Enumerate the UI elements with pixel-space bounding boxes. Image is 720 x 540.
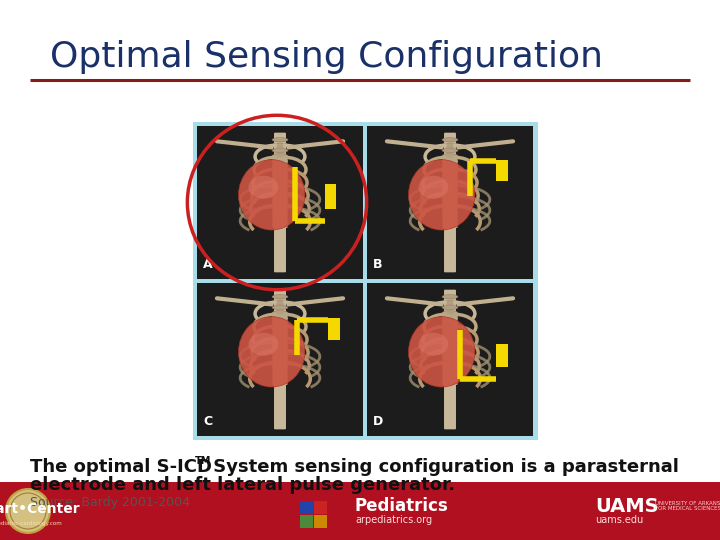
FancyBboxPatch shape — [314, 515, 327, 528]
Ellipse shape — [442, 305, 458, 309]
Text: Optimal Sensing Configuration: Optimal Sensing Configuration — [50, 40, 603, 74]
Ellipse shape — [272, 300, 288, 304]
Text: Pediatrics: Pediatrics — [355, 497, 449, 515]
FancyBboxPatch shape — [444, 201, 456, 272]
Text: The optimal S-ICD: The optimal S-ICD — [30, 458, 212, 476]
FancyBboxPatch shape — [314, 501, 327, 514]
Ellipse shape — [238, 316, 305, 387]
Ellipse shape — [272, 295, 288, 299]
FancyBboxPatch shape — [442, 314, 458, 385]
FancyBboxPatch shape — [444, 133, 456, 173]
FancyBboxPatch shape — [274, 289, 286, 330]
Ellipse shape — [272, 310, 288, 315]
Ellipse shape — [6, 489, 50, 533]
FancyBboxPatch shape — [442, 157, 458, 228]
Ellipse shape — [442, 164, 458, 168]
FancyBboxPatch shape — [197, 126, 363, 279]
Ellipse shape — [442, 310, 458, 315]
Text: C: C — [203, 415, 212, 428]
Ellipse shape — [442, 316, 458, 320]
Ellipse shape — [272, 170, 288, 174]
Text: A: A — [203, 258, 212, 271]
FancyBboxPatch shape — [497, 160, 508, 181]
FancyBboxPatch shape — [274, 201, 286, 272]
Ellipse shape — [418, 333, 449, 356]
Text: B: B — [373, 258, 382, 271]
Text: arpediatrics.org: arpediatrics.org — [355, 515, 432, 525]
Ellipse shape — [248, 176, 279, 199]
Ellipse shape — [272, 321, 288, 326]
Ellipse shape — [272, 159, 288, 163]
FancyBboxPatch shape — [444, 359, 456, 429]
Ellipse shape — [272, 305, 288, 309]
Ellipse shape — [272, 327, 288, 331]
Ellipse shape — [272, 316, 288, 320]
Ellipse shape — [408, 160, 475, 230]
Ellipse shape — [442, 138, 458, 142]
Text: UNIVERSITY OF ARKANSAS
FOR MEDICAL SCIENCES: UNIVERSITY OF ARKANSAS FOR MEDICAL SCIEN… — [655, 501, 720, 511]
Ellipse shape — [272, 164, 288, 168]
FancyBboxPatch shape — [274, 359, 286, 429]
FancyBboxPatch shape — [444, 289, 456, 330]
Ellipse shape — [442, 148, 458, 153]
FancyBboxPatch shape — [272, 314, 288, 385]
Ellipse shape — [272, 138, 288, 142]
FancyBboxPatch shape — [367, 283, 533, 436]
Text: Heart•Center: Heart•Center — [0, 502, 81, 516]
Ellipse shape — [238, 160, 305, 230]
FancyBboxPatch shape — [325, 184, 336, 208]
Ellipse shape — [442, 327, 458, 331]
FancyBboxPatch shape — [300, 515, 313, 528]
Ellipse shape — [442, 295, 458, 299]
FancyBboxPatch shape — [328, 318, 340, 340]
Text: System sensing configuration is a parasternal: System sensing configuration is a parast… — [207, 458, 679, 476]
Ellipse shape — [442, 300, 458, 304]
Ellipse shape — [442, 154, 458, 158]
Text: Source: Bardy 2001-2004: Source: Bardy 2001-2004 — [30, 496, 190, 509]
Ellipse shape — [418, 176, 449, 199]
Ellipse shape — [272, 143, 288, 147]
Text: electrode and left lateral pulse generator.: electrode and left lateral pulse generat… — [30, 476, 455, 494]
Ellipse shape — [408, 316, 475, 387]
FancyBboxPatch shape — [274, 133, 286, 173]
Ellipse shape — [442, 159, 458, 163]
Text: UAMS: UAMS — [595, 496, 659, 516]
Ellipse shape — [248, 333, 279, 356]
Text: uams.edu: uams.edu — [595, 515, 643, 525]
FancyBboxPatch shape — [367, 126, 533, 279]
Ellipse shape — [272, 154, 288, 158]
Text: pediatric-cardiology.com: pediatric-cardiology.com — [0, 521, 62, 525]
FancyBboxPatch shape — [497, 344, 508, 367]
Ellipse shape — [442, 143, 458, 147]
Text: D: D — [373, 415, 383, 428]
Text: TM: TM — [195, 456, 212, 466]
FancyBboxPatch shape — [300, 501, 313, 514]
FancyBboxPatch shape — [0, 482, 720, 540]
FancyBboxPatch shape — [193, 122, 538, 440]
Ellipse shape — [442, 170, 458, 174]
Ellipse shape — [272, 148, 288, 153]
Ellipse shape — [442, 321, 458, 326]
FancyBboxPatch shape — [197, 283, 363, 436]
FancyBboxPatch shape — [272, 157, 288, 228]
